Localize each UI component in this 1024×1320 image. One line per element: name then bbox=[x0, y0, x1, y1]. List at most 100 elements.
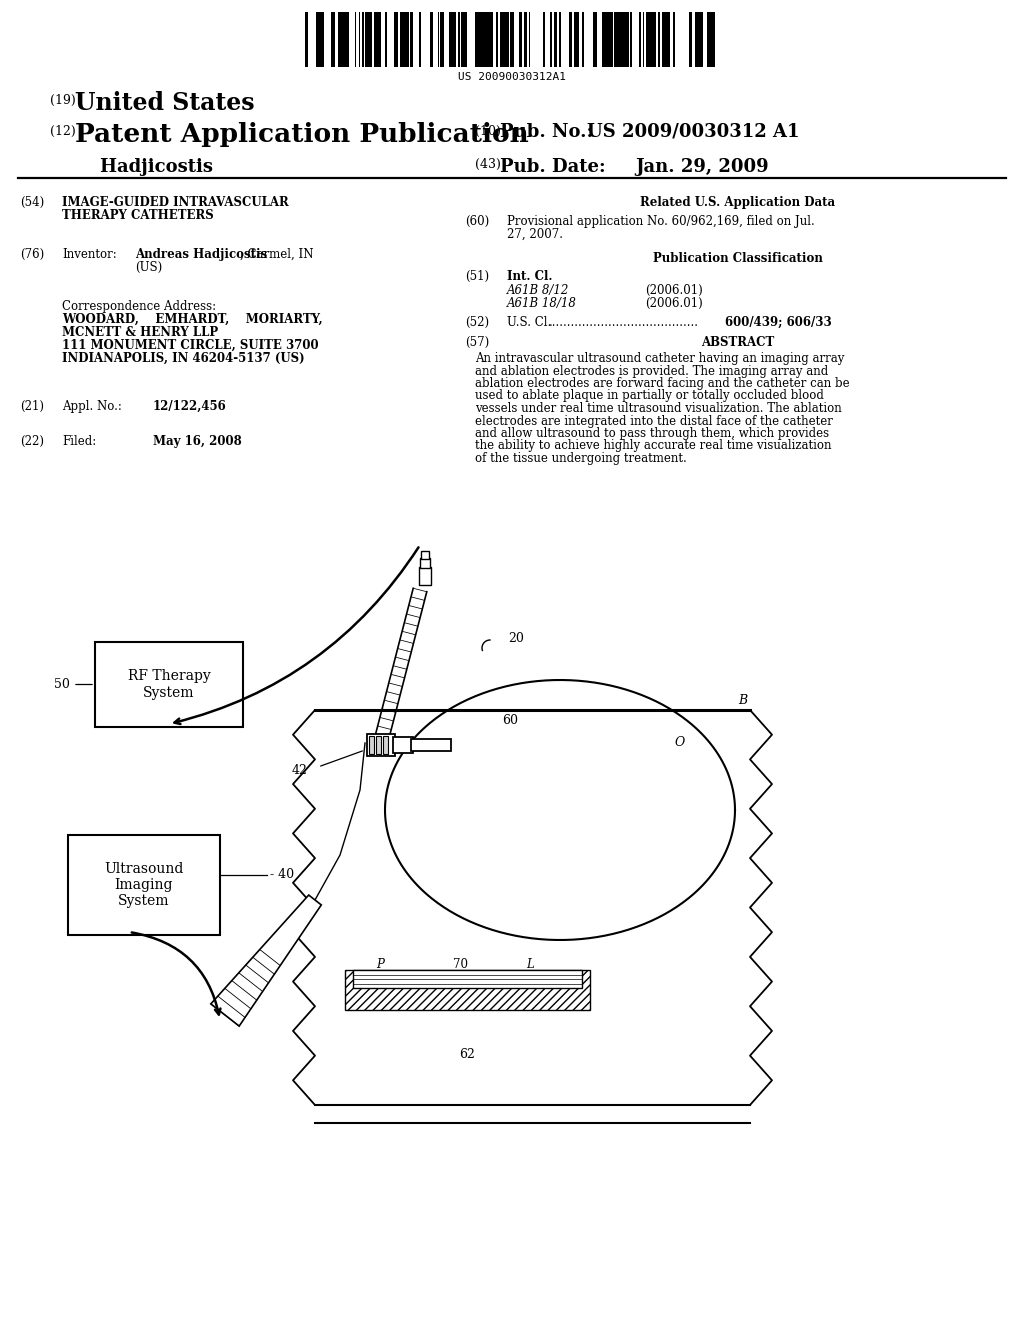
Bar bbox=[673, 12, 675, 67]
Bar bbox=[712, 12, 714, 67]
Text: WOODARD,    EMHARDT,    MORIARTY,: WOODARD, EMHARDT, MORIARTY, bbox=[62, 313, 323, 326]
Bar bbox=[420, 558, 430, 568]
Text: Publication Classification: Publication Classification bbox=[652, 252, 822, 265]
Polygon shape bbox=[211, 895, 322, 1026]
Text: A61B 18/18: A61B 18/18 bbox=[507, 297, 577, 310]
Bar bbox=[690, 12, 692, 67]
Bar bbox=[624, 12, 628, 67]
Bar bbox=[630, 12, 632, 67]
Bar bbox=[339, 12, 341, 67]
Text: P: P bbox=[376, 958, 384, 972]
Bar bbox=[383, 737, 388, 754]
Text: (21): (21) bbox=[20, 400, 44, 413]
Text: THERAPY CATHETERS: THERAPY CATHETERS bbox=[62, 209, 214, 222]
Bar bbox=[650, 12, 652, 67]
Text: 50: 50 bbox=[54, 678, 70, 690]
Bar bbox=[559, 12, 561, 67]
Bar bbox=[483, 12, 487, 67]
Bar bbox=[668, 12, 670, 67]
Text: (76): (76) bbox=[20, 248, 44, 261]
Bar bbox=[622, 12, 624, 67]
Text: RF Therapy
System: RF Therapy System bbox=[128, 669, 210, 700]
Bar bbox=[595, 12, 597, 67]
Bar bbox=[582, 12, 584, 67]
Bar bbox=[385, 12, 387, 67]
Bar bbox=[406, 12, 407, 67]
Bar bbox=[489, 12, 490, 67]
Bar bbox=[353, 970, 582, 987]
Text: Hadjicostis: Hadjicostis bbox=[75, 158, 213, 176]
Text: 42: 42 bbox=[292, 763, 308, 776]
Bar bbox=[419, 12, 421, 67]
Bar bbox=[506, 12, 509, 67]
Bar bbox=[449, 12, 451, 67]
Bar bbox=[604, 12, 608, 67]
Text: (54): (54) bbox=[20, 195, 44, 209]
Text: (10): (10) bbox=[475, 125, 501, 139]
Bar bbox=[608, 12, 610, 67]
Text: L: L bbox=[526, 958, 534, 972]
Bar bbox=[500, 12, 502, 67]
Text: (51): (51) bbox=[465, 271, 489, 282]
Bar bbox=[574, 12, 575, 67]
Bar bbox=[695, 12, 697, 67]
Text: (12): (12) bbox=[50, 125, 76, 139]
Text: 27, 2007.: 27, 2007. bbox=[507, 228, 563, 242]
Bar bbox=[317, 12, 321, 67]
Text: ........................................: ........................................ bbox=[549, 315, 699, 329]
Text: Patent Application Publication: Patent Application Publication bbox=[75, 121, 528, 147]
Bar bbox=[332, 12, 334, 67]
Text: (US): (US) bbox=[135, 261, 162, 275]
Text: (60): (60) bbox=[465, 215, 489, 228]
Bar bbox=[68, 836, 220, 935]
Bar bbox=[602, 12, 604, 67]
Bar bbox=[575, 12, 578, 67]
Text: ABSTRACT: ABSTRACT bbox=[700, 337, 774, 348]
Text: May 16, 2008: May 16, 2008 bbox=[153, 436, 242, 447]
Text: - 40: - 40 bbox=[270, 869, 294, 882]
Bar bbox=[550, 12, 552, 67]
Bar bbox=[510, 12, 513, 67]
Bar bbox=[410, 12, 413, 67]
Text: Filed:: Filed: bbox=[62, 436, 96, 447]
Text: (19): (19) bbox=[50, 94, 76, 107]
Text: (43): (43) bbox=[475, 158, 501, 172]
Text: and ablation electrodes is provided. The imaging array and: and ablation electrodes is provided. The… bbox=[475, 364, 828, 378]
Text: U.S. Cl.: U.S. Cl. bbox=[507, 315, 551, 329]
Text: (57): (57) bbox=[465, 337, 489, 348]
Bar bbox=[95, 642, 243, 727]
Bar bbox=[346, 12, 348, 67]
Bar bbox=[394, 12, 398, 67]
Bar bbox=[496, 12, 498, 67]
Text: B: B bbox=[738, 693, 748, 706]
Text: 70: 70 bbox=[453, 958, 468, 972]
Bar bbox=[421, 550, 429, 558]
Text: (2006.01): (2006.01) bbox=[645, 297, 702, 310]
Bar bbox=[461, 12, 463, 67]
Bar bbox=[707, 12, 709, 67]
Bar bbox=[701, 12, 703, 67]
Bar bbox=[617, 12, 621, 67]
Bar bbox=[365, 12, 367, 67]
Text: Pub. Date:: Pub. Date: bbox=[500, 158, 605, 176]
Text: Pub. No.:: Pub. No.: bbox=[500, 123, 593, 141]
Bar bbox=[697, 12, 700, 67]
Bar bbox=[554, 12, 557, 67]
Text: 600/439; 606/33: 600/439; 606/33 bbox=[725, 315, 831, 329]
Text: US 20090030312A1: US 20090030312A1 bbox=[458, 73, 566, 82]
Text: Inventor:: Inventor: bbox=[62, 248, 117, 261]
Bar bbox=[646, 12, 650, 67]
Bar bbox=[367, 734, 395, 756]
Text: US 2009/0030312 A1: US 2009/0030312 A1 bbox=[587, 123, 800, 141]
Text: Jan. 29, 2009: Jan. 29, 2009 bbox=[635, 158, 769, 176]
Bar bbox=[367, 12, 369, 67]
Bar bbox=[393, 737, 413, 752]
Text: Related U.S. Application Data: Related U.S. Application Data bbox=[640, 195, 835, 209]
Bar bbox=[369, 737, 374, 754]
Bar bbox=[662, 12, 664, 67]
Bar bbox=[369, 12, 372, 67]
Text: 111 MONUMENT CIRCLE, SUITE 3700: 111 MONUMENT CIRCLE, SUITE 3700 bbox=[62, 339, 318, 352]
Text: 62: 62 bbox=[460, 1048, 475, 1061]
Bar bbox=[407, 12, 409, 67]
Text: electrodes are integrated into the distal face of the catheter: electrodes are integrated into the dista… bbox=[475, 414, 833, 428]
